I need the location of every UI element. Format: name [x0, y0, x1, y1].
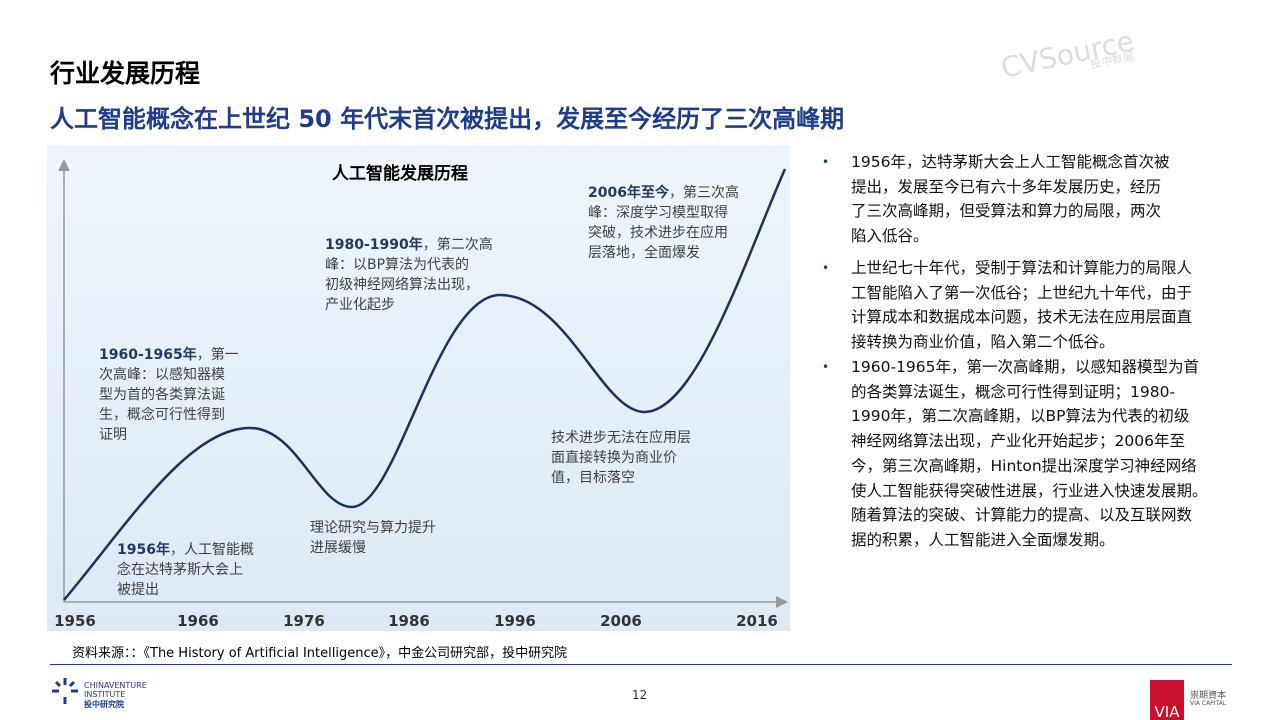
annotation-line: 突破，技术进步在应用	[588, 223, 739, 243]
annotation-text: 证明	[99, 427, 127, 443]
annotation: 2006年至今，第三次高峰：深度学习模型取得 突破，技术进步在应用 层落地，全面爆发	[588, 183, 739, 263]
annotation-text: 产业化起步	[325, 297, 395, 313]
annotation-text: 生，概念可行性得到	[99, 407, 225, 423]
annotation-text: 型为首的各类算法诞	[99, 387, 225, 403]
annotation-text: 突破，技术进步在应用	[588, 225, 728, 241]
bullet-dot: •	[822, 261, 830, 275]
annotation-line: 初级神经网络算法出现，	[325, 275, 493, 295]
bullet: • 上世纪七十年代，受制于算法和计算能力的局限人 工智能陷入了第一次低谷；上世纪九十…	[822, 256, 1242, 355]
bullet-dot: •	[822, 360, 830, 374]
annotation-line: 理论研究与算力提升	[310, 518, 436, 538]
annotation-line: 型为首的各类算法诞	[99, 385, 239, 405]
bullet-line: 神经网络算法出现，产业化开始起步；2006年至	[851, 432, 1185, 451]
logo-icon	[52, 678, 78, 704]
annotation-line: 1980-1990年，第二次高	[325, 235, 493, 255]
slide-title: 行业发展历程	[50, 59, 201, 88]
annotation-emphasis: 1960-1965年	[99, 347, 197, 363]
x-tick-label: 1986	[388, 612, 430, 630]
bullet-line: 1960-1965年，第一次高峰期，以感知器模型为首	[851, 358, 1199, 376]
bullet-line: 1990年，第二次高峰期，以BP算法为代表的初级	[851, 407, 1190, 426]
annotation-text: 被提出	[117, 582, 159, 598]
annotation-text: 初级神经网络算法出现，	[325, 277, 479, 293]
annotation-text: 理论研究与算力提升	[310, 520, 436, 536]
bullet-line: 陷入低谷。	[851, 227, 929, 246]
logo-text: VIA CAPITAL	[1190, 700, 1227, 707]
bullet-line: 随着算法的突破、计算能力的提高、以及互联网数	[851, 506, 1193, 525]
annotation-line: 产业化起步	[325, 295, 493, 315]
annotation-line: 1960-1965年，第一	[99, 345, 239, 365]
bullet-dot: •	[822, 155, 830, 169]
annotation-line: 被提出	[117, 580, 254, 600]
annotation-text: 峰：以BP算法为代表的	[325, 257, 470, 273]
annotation-line: 1956年，人工智能概	[117, 540, 254, 560]
bullet-line: 接转换为商业价值，陷入第二个低谷。	[851, 333, 1115, 352]
annotation-text: 念在达特茅斯大会上	[117, 562, 243, 578]
logo-text: 崇期資本	[1190, 691, 1227, 701]
annotation-text: 次高峰：以感知器模	[99, 367, 225, 383]
annotation-text: 值，目标落空	[551, 470, 635, 486]
annotation: 技术进步无法在应用层 面直接转换为商业价 值，目标落空	[551, 428, 691, 488]
annotation-emphasis: 2006年至今	[588, 185, 669, 201]
logo-text: INSTITUTE	[84, 690, 126, 699]
annotation-text: 峰：深度学习模型取得	[588, 205, 728, 221]
annotation-line: 2006年至今，第三次高	[588, 183, 739, 203]
annotation-text: 进展缓慢	[310, 540, 366, 556]
annotation-text: ，第一	[196, 347, 239, 363]
annotation-text: 面直接转换为商业价	[551, 450, 677, 466]
logo-text: 投中研究院	[84, 700, 124, 709]
annotation-text: ，人工智能概	[169, 542, 254, 558]
annotation-line: 技术进步无法在应用层	[551, 428, 691, 448]
footer-rule	[50, 664, 1232, 665]
bullet-line: 使人工智能获得突破性进展，行业进入快速发展期。	[851, 481, 1208, 500]
bullet: • 1956年，达特茅斯大会上人工智能概念首次被 提出，发展至今已有六十多年发展历史…	[822, 150, 1242, 249]
bullet-line: 据的积累，人工智能进入全面爆发期。	[851, 530, 1115, 549]
trend-curve	[63, 168, 787, 601]
logo-mark: VIA	[1150, 680, 1184, 720]
annotation-line: 峰：以BP算法为代表的	[325, 255, 493, 275]
bullet-line: 了三次高峰期，但受算法和算力的局限，两次	[851, 202, 1162, 221]
bullet-line: 计算成本和数据成本问题，技术无法在应用层面直	[851, 308, 1193, 327]
chart-area	[47, 145, 790, 631]
annotation-line: 次高峰：以感知器模	[99, 365, 239, 385]
x-tick-label: 2016	[736, 612, 778, 630]
annotation-line: 面直接转换为商业价	[551, 448, 691, 468]
bullet-line: 上世纪七十年代，受制于算法和计算能力的局限人	[851, 259, 1193, 277]
annotation-line: 值，目标落空	[551, 468, 691, 488]
x-tick-label: 1966	[177, 612, 219, 630]
bullet-line: 提出，发展至今已有六十多年发展历史，经历	[851, 177, 1162, 196]
annotation-line: 进展缓慢	[310, 538, 436, 558]
annotation-line: 峰：深度学习模型取得	[588, 203, 739, 223]
slide-subtitle: 人工智能概念在上世纪 50 年代末首次被提出，发展至今经历了三次高峰期	[50, 105, 845, 133]
bullet-line: 的各类算法诞生，概念可行性得到证明；1980-	[851, 382, 1176, 401]
annotation-text: ，第二次高	[422, 237, 493, 253]
x-tick-label: 1996	[494, 612, 536, 630]
x-tick-label: 1976	[283, 612, 325, 630]
chart-title: 人工智能发展历程	[332, 164, 468, 184]
annotation: 1960-1965年，第一次高峰：以感知器模 型为首的各类算法诞 生，概念可行性得到…	[99, 345, 239, 445]
x-tick-label: 1956	[54, 612, 96, 630]
annotation-emphasis: 1980-1990年	[325, 237, 423, 253]
bullet-line: 工智能陷入了第一次低谷；上世纪九十年代，由于	[851, 283, 1193, 302]
annotation-line: 证明	[99, 425, 239, 445]
annotation: 理论研究与算力提升 进展缓慢	[310, 518, 436, 558]
bullet-line: 1956年，达特茅斯大会上人工智能概念首次被	[851, 153, 1170, 171]
bullet: • 1960-1965年，第一次高峰期，以感知器模型为首 的各类算法诞生，概念可行性…	[822, 355, 1242, 553]
annotation-line: 层落地，全面爆发	[588, 243, 739, 263]
annotation-line: 念在达特茅斯大会上	[117, 560, 254, 580]
annotation-text: 技术进步无法在应用层	[551, 430, 691, 446]
page-number: 12	[632, 688, 648, 702]
chart-background	[47, 145, 790, 631]
annotation-text: ，第三次高	[668, 185, 739, 201]
annotation: 1956年，人工智能概念在达特茅斯大会上 被提出	[117, 540, 254, 600]
annotation-emphasis: 1956年	[117, 542, 170, 558]
x-tick-label: 2006	[600, 612, 642, 630]
annotation-text: 层落地，全面爆发	[588, 245, 700, 261]
source-note: 资料来源：：《The History of Artificial Intelli…	[72, 646, 568, 661]
annotation-line: 生，概念可行性得到	[99, 405, 239, 425]
annotation: 1980-1990年，第二次高峰：以BP算法为代表的 初级神经网络算法出现， 产业化…	[325, 235, 493, 315]
logo-text: CHINAVENTURE	[84, 681, 147, 690]
bullet-line: 今，第三次高峰期，Hinton提出深度学习神经网络	[851, 456, 1197, 475]
